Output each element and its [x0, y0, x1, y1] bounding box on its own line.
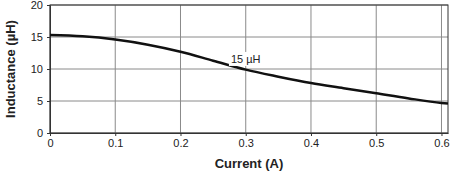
x-tick-mark	[180, 133, 181, 136]
y-tick: 15	[31, 31, 50, 43]
plot-frame	[50, 5, 448, 133]
y-axis-title: Inductance (µH)	[3, 20, 18, 118]
y-tick: 10	[31, 63, 50, 75]
x-tick: 0.6	[434, 133, 449, 149]
y-tick: 0	[37, 127, 50, 139]
y-tick: 20	[31, 0, 50, 11]
y-axis: 0 5 10 15 20	[31, 0, 51, 139]
y-tick-label: 10	[31, 63, 43, 75]
x-tick-label: 0.3	[239, 137, 254, 149]
x-tick-mark	[115, 133, 116, 136]
plot: 0 0.1 0.2 0.3 0.4 0.5 0.6 0 5 10 15 20 15 µH	[31, 0, 450, 149]
x-tick: 0.1	[108, 133, 123, 149]
grid	[50, 5, 448, 133]
x-tick: 0.5	[369, 133, 384, 149]
x-tick: 0.4	[304, 133, 319, 149]
y-axis-line	[50, 6, 51, 134]
chart: 0 0.1 0.2 0.3 0.4 0.5 0.6 0 5 10 15 20 15 µH Current …	[0, 0, 450, 172]
x-tick: 0	[47, 133, 53, 149]
x-tick-mark	[246, 133, 247, 136]
y-tick-label: 0	[37, 127, 43, 139]
y-tick-mark	[47, 5, 50, 6]
x-tick-label: 0.6	[434, 137, 449, 149]
y-tick-label: 5	[37, 95, 43, 107]
x-tick-label: 0.1	[108, 137, 123, 149]
y-tick-mark	[47, 37, 50, 38]
y-grid-line	[50, 101, 448, 102]
x-tick-mark	[376, 133, 377, 136]
y-tick-label: 20	[31, 0, 43, 11]
x-tick: 0.2	[173, 133, 188, 149]
x-tick-label: 0	[47, 137, 53, 149]
series	[50, 35, 448, 103]
y-tick-mark	[47, 133, 50, 134]
x-tick-label: 0.2	[173, 137, 188, 149]
y-tick-label: 15	[31, 31, 43, 43]
x-tick-mark	[311, 133, 312, 136]
y-tick-mark	[47, 101, 50, 102]
y-tick: 5	[37, 95, 50, 107]
annotation-background	[229, 52, 263, 66]
x-axis-line	[51, 133, 449, 134]
line	[50, 35, 448, 103]
annotation: 15 µH	[231, 53, 261, 65]
x-axis: 0 0.1 0.2 0.3 0.4 0.5 0.6	[47, 133, 449, 149]
y-tick-mark	[47, 69, 50, 70]
x-tick-label: 0.5	[369, 137, 384, 149]
x-axis-title: Current (A)	[215, 156, 284, 171]
x-tick-mark	[441, 133, 442, 136]
y-grid-line	[50, 37, 448, 38]
x-tick: 0.3	[239, 133, 254, 149]
x-tick-label: 0.4	[304, 137, 319, 149]
